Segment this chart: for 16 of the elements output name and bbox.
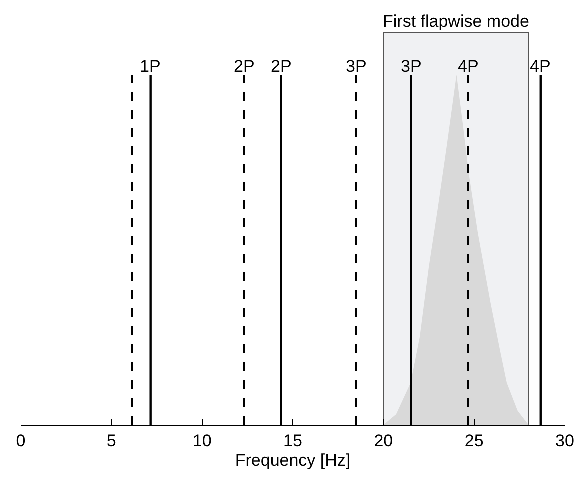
ref-line-label: 4P: [458, 57, 479, 76]
ref-line-label: 3P: [401, 57, 422, 76]
x-axis-title: Frequency [Hz]: [235, 450, 351, 470]
x-tick-label: 30: [556, 431, 574, 450]
ref-line-label: 1P: [140, 57, 161, 76]
ref-line-label: 4P: [530, 57, 551, 76]
x-tick-label: 15: [284, 431, 302, 450]
x-tick-label: 10: [192, 431, 212, 450]
ref-line-label: 3P: [346, 57, 367, 76]
x-tick-label: 20: [374, 431, 394, 450]
x-tick-label: 25: [464, 431, 484, 450]
ref-line-label: 2P: [271, 57, 292, 76]
x-tick-label: 5: [106, 431, 116, 450]
band-label: First flapwise mode: [383, 12, 530, 31]
ref-line-label: 2P: [234, 57, 255, 76]
x-tick-label: 0: [16, 431, 26, 450]
